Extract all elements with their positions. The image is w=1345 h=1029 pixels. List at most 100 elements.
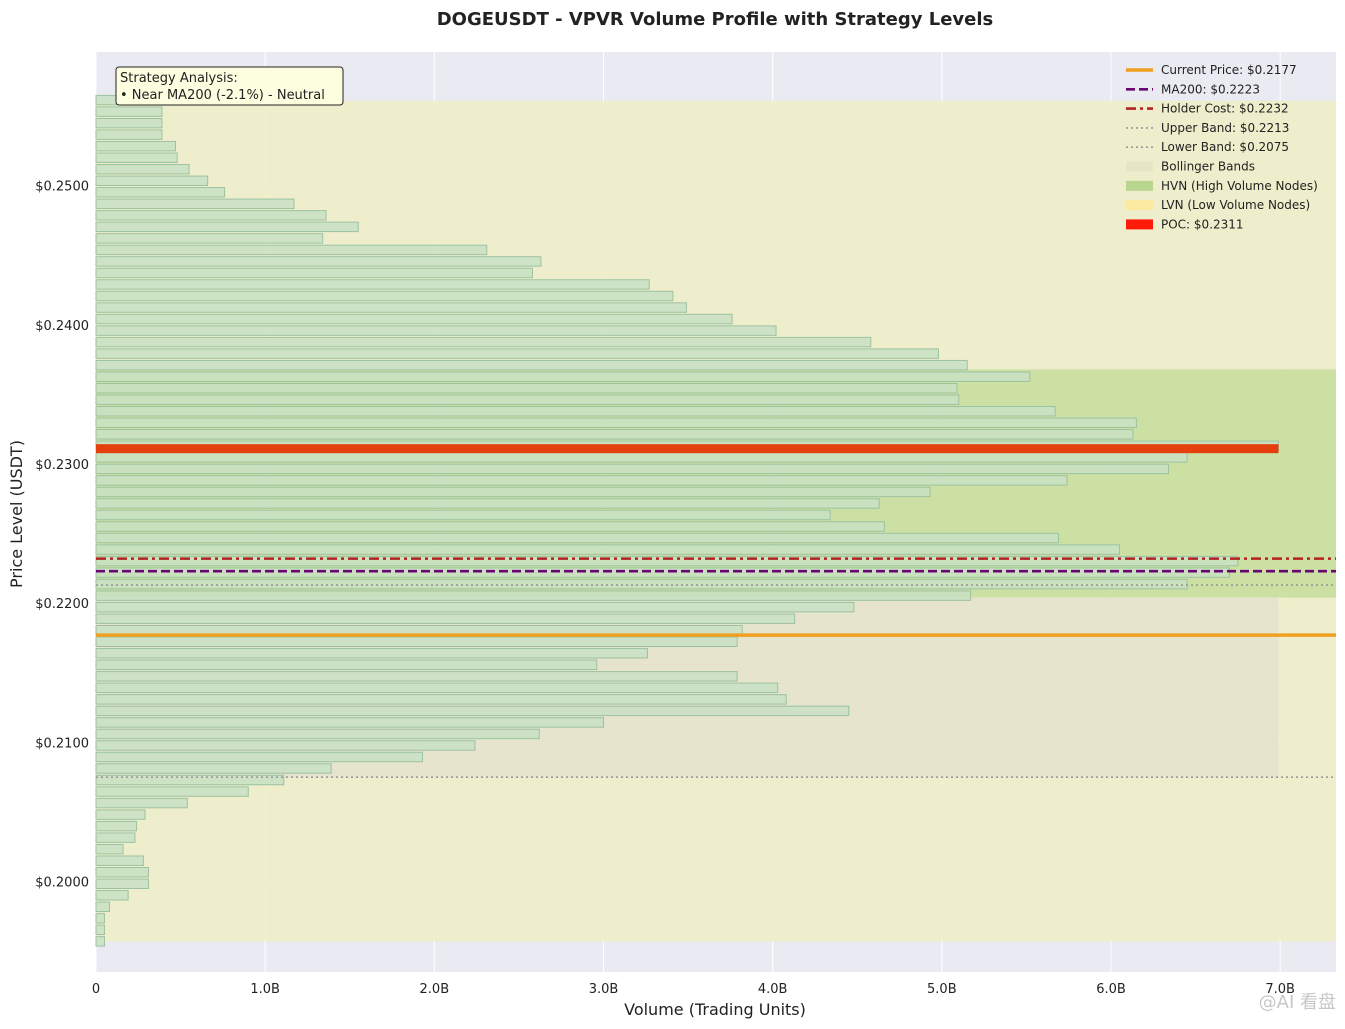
- watermark-text: @AI 看盘: [1259, 992, 1336, 1013]
- volume-bar-11: [95, 809, 146, 820]
- volume-bar-44: [95, 429, 1134, 440]
- x-tick-label-0: 0: [92, 982, 100, 997]
- volume-bar-40: [95, 475, 1068, 486]
- legend-swatch-5: [1126, 161, 1153, 172]
- volume-bar-67: [95, 164, 190, 175]
- y-tick-label-5: $0.2500: [35, 180, 89, 195]
- volume-bar-15: [95, 763, 332, 774]
- y-tick-label-2: $0.2200: [35, 597, 89, 612]
- volume-bar-18: [95, 728, 540, 740]
- x-tick-label-4: 4.0B: [758, 982, 788, 997]
- volume-bar-4: [95, 890, 129, 901]
- volume-bar-58: [95, 267, 533, 279]
- volume-bar-68: [95, 152, 178, 163]
- x-tick-label-6: 6.0B: [1096, 982, 1126, 997]
- volume-bar-57: [95, 279, 650, 290]
- volume-bar-31: [95, 578, 1188, 590]
- volume-bar-35: [95, 532, 1060, 544]
- volume-bar-65: [95, 187, 226, 198]
- x-tick-label-7: 7.0B: [1265, 982, 1295, 997]
- y-tick-label-0: $0.2000: [35, 876, 89, 891]
- volume-bar-3: [95, 901, 111, 913]
- legend-swatch-8: [1126, 219, 1153, 230]
- volume-bar-39: [95, 486, 931, 498]
- volume-bar-16: [95, 751, 423, 763]
- annotation-line-2: • Near MA200 (-2.1%) - Neutral: [120, 88, 325, 103]
- legend-label-7: LVN (Low Volume Nodes): [1161, 198, 1310, 212]
- volume-bar-21: [95, 694, 787, 705]
- volume-bar-38: [95, 498, 880, 509]
- legend: Current Price: $0.2177 MA200: $0.2223 Hold…: [1126, 63, 1318, 231]
- volume-bar-52: [95, 336, 872, 348]
- level-lines: [96, 557, 1336, 778]
- volume-bar-9: [95, 832, 136, 843]
- volume-bar-72: [95, 106, 163, 117]
- chart-title: DOGEUSDT - VPVR Volume Profile with Stra…: [437, 9, 994, 30]
- volume-bar-64: [95, 198, 295, 210]
- volume-bar-10: [95, 820, 138, 832]
- volume-bar-22: [95, 682, 779, 694]
- volume-bar-45: [95, 417, 1137, 429]
- legend-label-5: Bollinger Bands: [1161, 160, 1255, 174]
- volume-bar-26: [95, 636, 738, 647]
- y-tick-label-3: $0.2300: [35, 458, 89, 473]
- volume-bar-0: [95, 936, 105, 947]
- volume-bar-69: [95, 140, 177, 152]
- volume-bar-46: [95, 406, 1056, 417]
- volume-bar-56: [95, 290, 674, 302]
- annotation-line-1: Strategy Analysis:: [120, 71, 238, 86]
- volume-bar-70: [95, 129, 163, 140]
- legend-swatch-7: [1126, 200, 1153, 211]
- x-axis-ticks: 0 1.0B 2.0B 3.0B 4.0B 5.0B 6.0B 7.0B: [92, 982, 1295, 997]
- volume-bar-47: [95, 394, 960, 405]
- volume-bar-71: [95, 117, 163, 129]
- legend-swatch-6: [1126, 180, 1153, 191]
- volume-bar-36: [95, 521, 885, 532]
- volume-bar-54: [95, 313, 733, 325]
- legend-label-0: Current Price: $0.2177: [1161, 63, 1297, 77]
- strategy-annotation: Strategy Analysis: • Near MA200 (-2.1%) …: [115, 66, 344, 106]
- x-axis-label: Volume (Trading Units): [624, 1000, 806, 1019]
- volume-bar-20: [95, 705, 850, 717]
- volume-bar-23: [95, 671, 738, 682]
- volume-bar-51: [95, 348, 939, 359]
- x-tick-label-2: 2.0B: [420, 982, 450, 997]
- volume-bars: [95, 94, 1279, 947]
- volume-bar-33: [95, 555, 1239, 567]
- volume-bar-2: [95, 913, 105, 924]
- annotation-box: [115, 66, 344, 106]
- volume-bar-24: [95, 659, 598, 671]
- volume-bar-17: [95, 740, 476, 751]
- volume-bar-14: [95, 774, 285, 786]
- legend-label-6: HVN (High Volume Nodes): [1161, 179, 1318, 193]
- volume-bar-61: [95, 233, 324, 244]
- volume-bar-13: [95, 786, 249, 797]
- volume-bar-34: [95, 544, 1120, 555]
- watermark: @AI 看盘: [1259, 992, 1336, 1013]
- volume-bar-50: [95, 359, 968, 371]
- volume-bar-7: [95, 855, 144, 866]
- volume-bar-42: [95, 452, 1188, 463]
- volume-bar-28: [95, 613, 796, 624]
- volume-bar-19: [95, 717, 605, 728]
- legend-label-3: Upper Band: $0.2213: [1161, 121, 1289, 135]
- y-tick-label-1: $0.2100: [35, 736, 89, 751]
- x-tick-label-3: 3.0B: [589, 982, 619, 997]
- volume-bar-32: [95, 567, 1230, 578]
- volume-bar-41: [95, 463, 1170, 475]
- y-axis-ticks: $0.2000 $0.2100 $0.2200 $0.2300 $0.2400 $0.25…: [35, 180, 89, 891]
- x-tick-label-1: 1.0B: [250, 982, 280, 997]
- volume-bar-60: [95, 244, 488, 256]
- legend-label-8: POC: $0.2311: [1161, 217, 1244, 231]
- legend-label-4: Lower Band: $0.2075: [1161, 140, 1289, 154]
- volume-bar-1: [95, 924, 105, 936]
- legend-label-2: Holder Cost: $0.2232: [1161, 102, 1289, 116]
- volume-bar-30: [95, 590, 972, 601]
- volume-bar-66: [95, 175, 209, 186]
- volume-bar-55: [95, 302, 687, 313]
- volume-bar-5: [95, 878, 149, 889]
- volume-bar-49: [95, 371, 1031, 382]
- volume-bar-48: [95, 382, 958, 394]
- volume-bar-25: [95, 648, 648, 659]
